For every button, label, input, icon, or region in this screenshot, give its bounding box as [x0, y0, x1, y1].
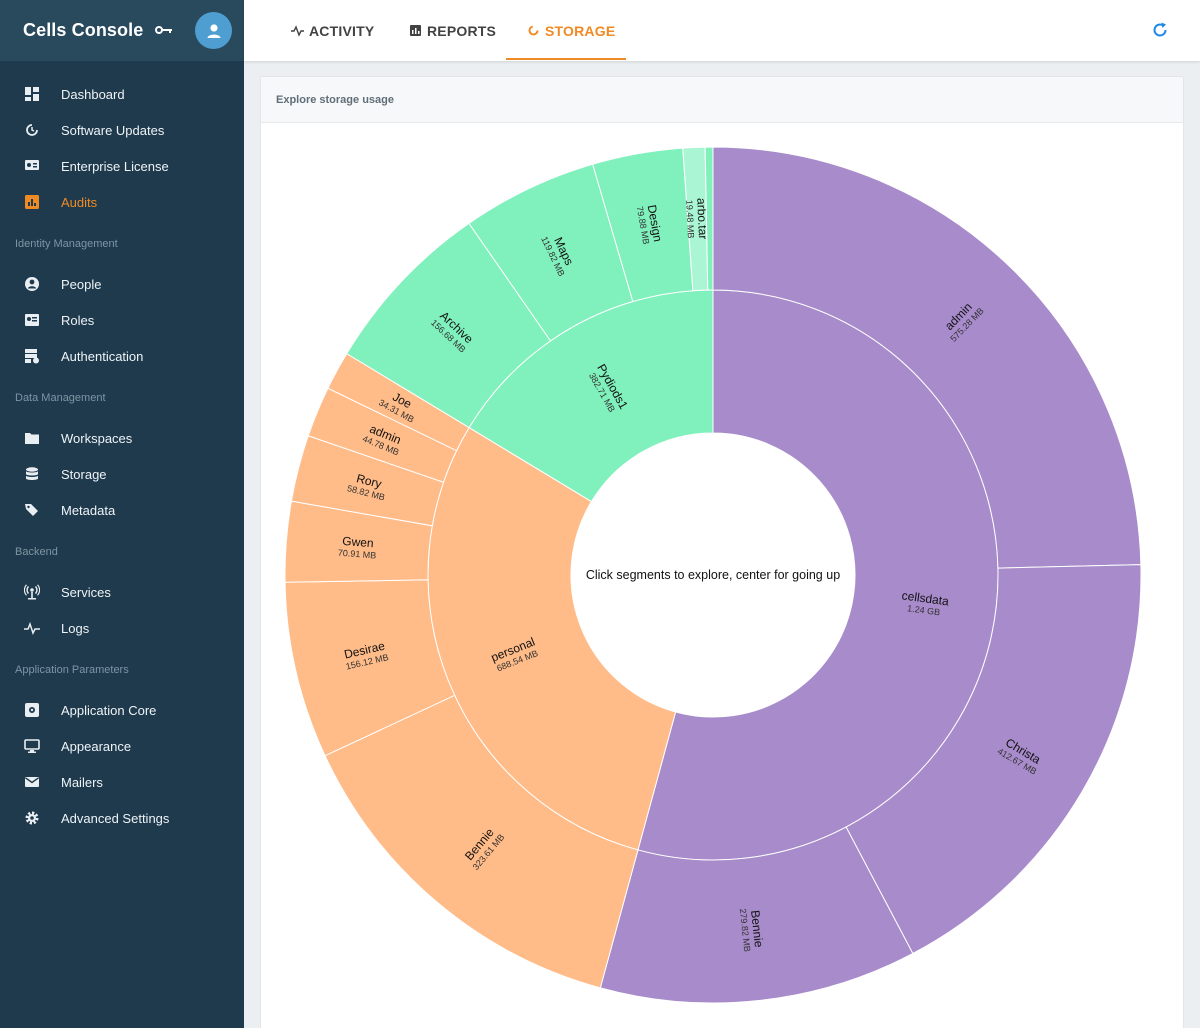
segment-size-label: 279.82 MB — [738, 908, 753, 952]
tab-label: REPORTS — [427, 22, 497, 39]
sidebar-item-audits[interactable]: Audits — [0, 186, 244, 218]
center-button[interactable] — [571, 433, 855, 717]
roles-icon — [25, 314, 39, 326]
database-icon — [26, 467, 38, 480]
sidebar-item-software-updates[interactable]: Software Updates — [0, 114, 244, 146]
segment-christa[interactable] — [845, 564, 1142, 955]
sidebar-item-logs[interactable]: Logs — [0, 612, 244, 644]
sidebar-item-enterprise-license[interactable]: Enterprise License — [0, 150, 244, 182]
services-icon — [24, 584, 40, 600]
tab-storage[interactable]: STORAGE — [527, 0, 615, 61]
dashboard-icon — [25, 87, 39, 101]
sidebar-item-mailers[interactable]: Mailers — [0, 766, 244, 798]
mail-icon — [25, 777, 39, 787]
key-icon[interactable] — [155, 24, 173, 36]
pulse-icon — [24, 621, 40, 635]
segment-name-label: Bennie — [748, 909, 766, 948]
core-icon — [25, 703, 39, 717]
segment-name-label: Design — [645, 204, 665, 243]
segment-name-label: Rory — [355, 471, 383, 491]
sidebar-item-appearance[interactable]: Appearance — [0, 730, 244, 762]
segment-name-label: Gwen — [342, 534, 374, 550]
chart-icon — [410, 25, 421, 36]
sidebar-item-people[interactable]: People — [0, 268, 244, 300]
sidebar-item-authentication[interactable]: Authentication — [0, 340, 244, 372]
sidebar-item-label: Appearance — [61, 738, 132, 754]
sidebar-item-services[interactable]: Services — [0, 576, 244, 608]
section-heading: Data Management — [15, 392, 106, 404]
update-icon — [26, 124, 38, 136]
sidebar-item-label: People — [61, 276, 102, 292]
sidebar-item-dashboard[interactable]: Dashboard — [0, 78, 244, 110]
person-icon — [207, 23, 220, 38]
sidebar: Cells Console Dashboard Software Updates E… — [0, 0, 244, 1028]
active-tab-indicator — [506, 58, 626, 60]
sidebar-item-label: Workspaces — [61, 430, 133, 446]
sidebar-item-label: Enterprise License — [61, 158, 169, 174]
segment-unnamed[interactable] — [704, 146, 714, 291]
top-bar: ACTIVITY REPORTS STORAGE — [244, 0, 1200, 61]
sidebar-item-application-core[interactable]: Application Core — [0, 694, 244, 726]
license-icon — [25, 160, 39, 170]
sidebar-item-label: Mailers — [61, 774, 103, 790]
segment-size-label: 1.24 GB — [907, 603, 941, 617]
segment-admin[interactable] — [712, 146, 1142, 569]
sidebar-item-label: Dashboard — [61, 86, 125, 102]
pulse-icon — [291, 25, 304, 37]
app-title: Cells Console — [23, 20, 144, 40]
tab-reports[interactable]: REPORTS — [409, 0, 496, 61]
sidebar-item-label: Advanced Settings — [61, 810, 170, 826]
refresh-icon[interactable] — [1150, 20, 1170, 40]
sidebar-item-label: Application Core — [61, 702, 157, 718]
sidebar-item-label: Services — [61, 584, 111, 600]
section-heading: Backend — [15, 546, 58, 558]
sidebar-item-storage[interactable]: Storage — [0, 458, 244, 490]
sidebar-item-label: Audits — [61, 194, 98, 210]
user-avatar[interactable] — [195, 12, 232, 49]
authentication-icon — [25, 349, 39, 364]
tags-icon — [25, 504, 38, 516]
card-title: Explore storage usage — [261, 77, 1183, 123]
sidebar-item-label: Authentication — [61, 348, 144, 364]
gear-icon — [25, 811, 39, 825]
sidebar-header: Cells Console — [0, 0, 244, 61]
sidebar-item-label: Logs — [61, 620, 90, 636]
storage-card: Explore storage usage cellsdata 1.24 GB ad… — [260, 76, 1184, 1028]
sidebar-item-metadata[interactable]: Metadata — [0, 494, 244, 526]
sidebar-item-workspaces[interactable]: Workspaces — [0, 422, 244, 454]
monitor-icon — [24, 739, 40, 753]
person-icon — [25, 277, 39, 291]
sidebar-item-label: Metadata — [61, 502, 116, 518]
sidebar-item-label: Roles — [61, 312, 95, 328]
sidebar-item-label: Storage — [61, 466, 107, 482]
tab-label: STORAGE — [545, 22, 616, 39]
tab-label: ACTIVITY — [309, 22, 375, 39]
sidebar-item-roles[interactable]: Roles — [0, 304, 244, 336]
segment-name-label: cellsdata — [901, 588, 950, 608]
storage-icon — [528, 25, 539, 36]
segment-size-label: 19.48 MB — [684, 200, 696, 239]
audits-icon — [25, 195, 39, 209]
segment-size-label: 70.91 MB — [337, 548, 376, 561]
folder-icon — [25, 433, 39, 444]
section-heading: Application Parameters — [15, 664, 129, 676]
section-heading: Identity Management — [15, 238, 118, 250]
tab-activity[interactable]: ACTIVITY — [291, 0, 374, 61]
sidebar-item-advanced-settings[interactable]: Advanced Settings — [0, 802, 244, 834]
center-label: Click segments to explore, center for go… — [586, 568, 840, 582]
sidebar-item-label: Software Updates — [61, 122, 165, 138]
